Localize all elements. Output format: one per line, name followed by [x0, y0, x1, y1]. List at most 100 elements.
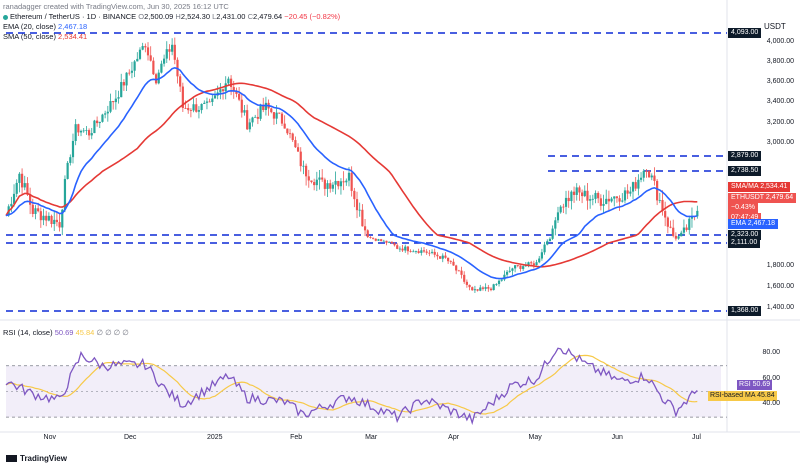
candle-body-12 — [37, 208, 40, 212]
candle-body-183 — [495, 283, 498, 285]
rsi-ma-value-tag: RSI-based MA 45.84 — [708, 391, 777, 401]
candle-body-237 — [639, 177, 643, 180]
price-tick-1: 3,800.00 — [766, 58, 794, 65]
rsi-value-tag: RSI 50.69 — [737, 380, 773, 390]
candle-body-58 — [160, 63, 163, 73]
candle-body-131 — [355, 199, 359, 211]
candle-body-134 — [363, 226, 367, 231]
candle-body-17 — [50, 215, 53, 225]
candle-body-106 — [288, 133, 292, 135]
candle-body-28 — [79, 130, 83, 133]
candle-body-200 — [540, 252, 544, 259]
candle-body-27 — [77, 124, 80, 133]
rsi-ma-legend-value: 45.84 — [75, 328, 95, 337]
tradingview-footer[interactable]: TradingView — [6, 454, 67, 463]
candle-body-55 — [152, 60, 155, 75]
candle-body-161 — [436, 254, 439, 257]
candle-body-92 — [251, 117, 254, 123]
candle-body-130 — [353, 190, 356, 200]
candle-body-211 — [570, 191, 573, 202]
time-tick-4: Mar — [365, 434, 378, 441]
candle-body-231 — [623, 190, 627, 201]
candle-body-7 — [23, 183, 26, 188]
candle-body-152 — [412, 251, 415, 253]
candle-body-49 — [136, 58, 139, 62]
candle-body-207 — [559, 206, 562, 213]
candle-body-153 — [414, 251, 418, 252]
time-tick-1: Dec — [123, 434, 137, 441]
status-dot-icon — [3, 14, 8, 20]
rsi-ma-tag-value: 45.84 — [757, 392, 775, 399]
candle-body-247 — [666, 217, 669, 227]
rsi-tag-name: RSI — [739, 381, 751, 388]
candle-body-38 — [106, 111, 109, 114]
candle-body-24 — [69, 157, 72, 163]
candle-body-217 — [586, 190, 589, 201]
candle-body-210 — [567, 197, 570, 202]
price-tick-3: 3,400.00 — [766, 98, 794, 105]
sma-legend[interactable]: SMA (50, close) 2,534.41 — [3, 32, 87, 41]
candle-body-110 — [299, 151, 302, 167]
candle-body-4 — [15, 182, 18, 194]
rsi-legend[interactable]: RSI (14, close) 50.69 45.84 ∅ ∅ ∅ ∅ — [3, 328, 129, 337]
candle-body-188 — [508, 270, 511, 272]
candle-body-135 — [366, 230, 369, 238]
candle-body-15 — [45, 215, 48, 221]
candle-body-208 — [562, 206, 565, 208]
candle-body-225 — [607, 198, 610, 202]
candle-body-23 — [66, 162, 69, 179]
candle-body-209 — [564, 197, 568, 207]
candle-body-222 — [599, 198, 602, 206]
candle-body-103 — [280, 113, 284, 124]
candle-body-157 — [425, 251, 428, 253]
candle-body-166 — [449, 261, 452, 262]
candle-body-154 — [417, 251, 420, 253]
candle-body-230 — [621, 200, 624, 202]
level-tag-0: 4,093.00 — [728, 28, 762, 38]
candle-body-77 — [211, 98, 214, 102]
candle-body-202 — [546, 241, 549, 245]
candle-body-164 — [444, 255, 447, 258]
candle-body-59 — [162, 58, 166, 64]
rsi-line — [5, 347, 698, 426]
candle-body-220 — [594, 192, 597, 199]
last-price-tag: ETHUSDT 2,479.64 — [728, 193, 797, 203]
time-tick-3: Feb — [290, 434, 303, 441]
candle-body-90 — [246, 110, 249, 130]
candle-body-146 — [396, 245, 399, 249]
ema-price-tag: EMA 2,467.18 — [728, 219, 778, 229]
candle-body-238 — [642, 170, 645, 178]
candle-body-40 — [112, 101, 115, 103]
candle-body-221 — [597, 192, 600, 199]
candle-body-56 — [154, 74, 158, 84]
ema-legend[interactable]: EMA (20, close) 2,467.18 — [3, 22, 87, 31]
time-tick-0: Nov — [43, 434, 56, 441]
footer-text: TradingView — [20, 454, 67, 463]
candle-body-114 — [310, 180, 313, 183]
candle-body-66 — [181, 86, 184, 108]
candle-body-85 — [232, 87, 235, 92]
candle-body-88 — [240, 99, 243, 113]
candle-body-206 — [556, 212, 560, 221]
candle-body-20 — [58, 222, 61, 228]
candle-body-159 — [430, 251, 434, 253]
candle-body-139 — [377, 239, 380, 241]
rsi-tag-value: 50.69 — [752, 381, 771, 388]
candle-body-74 — [203, 102, 206, 104]
candle-body-44 — [122, 82, 125, 86]
candle-body-89 — [243, 110, 246, 113]
candle-body-142 — [385, 240, 388, 243]
candle-body-37 — [104, 113, 107, 115]
candle-body-162 — [438, 256, 442, 259]
candle-body-173 — [468, 284, 471, 288]
ema-legend-value: 2,467.18 — [58, 22, 88, 31]
candle-body-100 — [272, 112, 276, 119]
time-tick-2: 2025 — [207, 434, 223, 441]
candle-body-224 — [605, 198, 608, 204]
candle-body-214 — [578, 187, 581, 193]
symbol-line: Ethereum / TetherUS · 1D · BINANCE O2,50… — [3, 12, 340, 21]
time-tick-6: May — [528, 434, 542, 441]
candle-body-213 — [575, 187, 578, 195]
candle-body-129 — [350, 172, 353, 191]
